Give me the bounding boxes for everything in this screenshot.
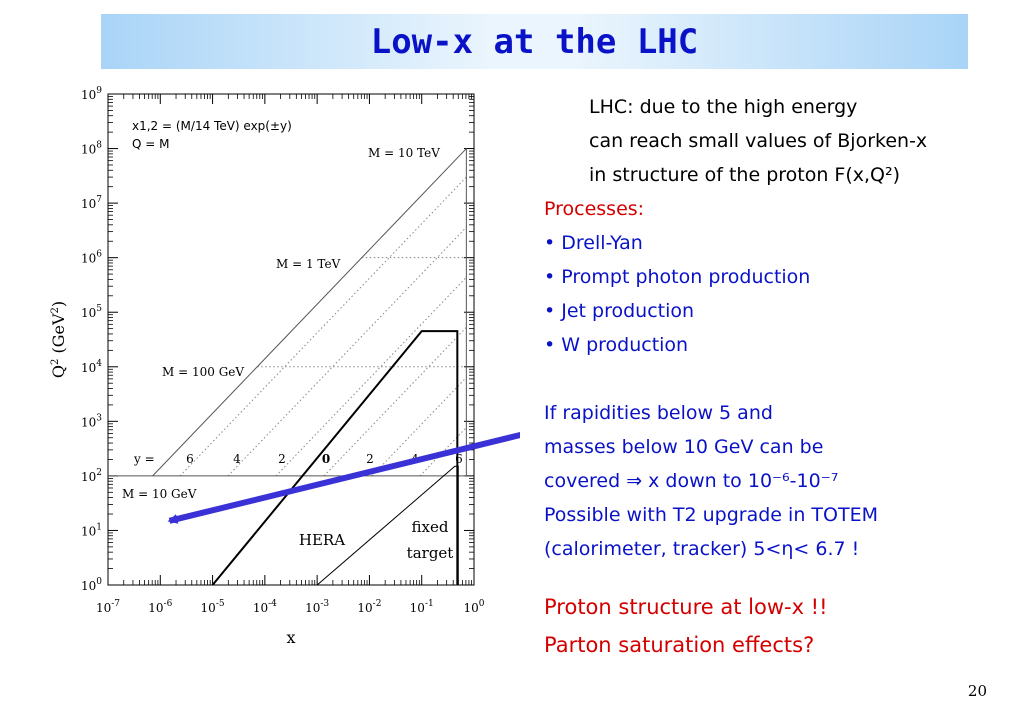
rapidity-line: covered ⇒ x down to 10⁻⁶-10⁻⁷ [544, 470, 839, 492]
rapidity-line: Possible with T2 upgrade in TOTEM [544, 504, 878, 526]
process-item: • Jet production [544, 300, 695, 322]
process-item: • Drell-Yan [544, 232, 643, 254]
rapidity-label: 6 [455, 452, 463, 466]
y-tick-label: 106 [81, 250, 102, 266]
region-label: fixed [412, 518, 449, 536]
pointer-arrow [167, 431, 520, 524]
process-item: • W production [544, 334, 689, 356]
mass-label: M = 10 TeV [368, 146, 440, 160]
y-axis-label: Q2 (GeV2) [49, 301, 68, 378]
y-tick-label: 105 [81, 304, 102, 320]
x-tick-label: 10-1 [410, 599, 434, 615]
process-item: • Prompt photon production [544, 266, 811, 288]
x-tick-label: 10-4 [253, 599, 277, 615]
title-bar: Low-x at the LHC [101, 14, 968, 69]
rapidity-dotted-line [371, 377, 467, 477]
rapidity-dotted-line [227, 226, 467, 477]
rapidity-label: 6 [186, 452, 194, 466]
y-tick-label: 104 [81, 359, 102, 375]
formula-text: Q = M [132, 137, 169, 151]
hera-region-outline [211, 330, 459, 586]
rapidity-prefix: y = [133, 452, 155, 466]
region-label: target [407, 544, 454, 562]
formula-text: x1,2 = (M/14 TeV) exp(±y) [132, 119, 292, 133]
mass-label: M = 1 TeV [276, 257, 341, 271]
x-tick-label: 100 [463, 599, 484, 615]
x-tick-label: 10-3 [305, 599, 329, 615]
y-tick-label: 103 [81, 413, 102, 429]
intro-line-3: in structure of the proton F(x,Q²) [589, 164, 901, 186]
x-tick-label: 10-5 [201, 599, 225, 615]
y-tick-label: 108 [81, 141, 102, 157]
y-tick-label: 102 [81, 468, 102, 484]
page-number: 20 [967, 682, 987, 700]
rapidity-dotted-line [179, 176, 467, 477]
x-axis-label: x [286, 628, 295, 647]
conclusion-line: Proton structure at low-x !! [544, 595, 828, 619]
rapidity-label: 0 [322, 452, 330, 466]
y-tick-label: 101 [81, 522, 102, 538]
x-tick-label: 10-2 [357, 599, 381, 615]
x-tick-label: 10-7 [96, 599, 120, 615]
conclusion-line: Parton saturation effects? [544, 633, 815, 657]
slide-title: Low-x at the LHC [370, 21, 699, 62]
y-tick-label: 100 [81, 577, 102, 593]
rapidity-line: If rapidities below 5 and [544, 402, 773, 424]
mass-label: M = 10 GeV [122, 487, 197, 501]
rapidity-label: 4 [233, 452, 241, 466]
region-label: HERA [299, 531, 345, 549]
plot-frame [107, 93, 475, 586]
rapidity-label: 2 [278, 452, 286, 466]
kinematic-plot: 10-7 10-6 10-5 10-4 10-3 10-2 10-1 100 100 101 102… [49, 86, 520, 647]
rapidity-dotted-line [275, 276, 467, 477]
x-tick-label: 10-6 [148, 599, 172, 615]
rapidity-line: masses below 10 GeV can be [544, 436, 824, 458]
fixed-target-region-outline [316, 465, 459, 586]
rapidity-line: (calorimeter, tracker) 5<η< 6.7 ! [544, 538, 860, 560]
y-tick-label: 109 [81, 86, 102, 102]
y-tick-label: 107 [81, 195, 102, 211]
kinematic-boundary-line [152, 148, 467, 477]
rapidity-label: 2 [366, 452, 374, 466]
mass-label: M = 100 GeV [162, 365, 244, 379]
intro-line-1: LHC: due to the high energy [589, 96, 858, 118]
intro-line-2: can reach small values of Bjorken-x [589, 130, 928, 152]
processes-heading: Processes: [544, 198, 645, 220]
